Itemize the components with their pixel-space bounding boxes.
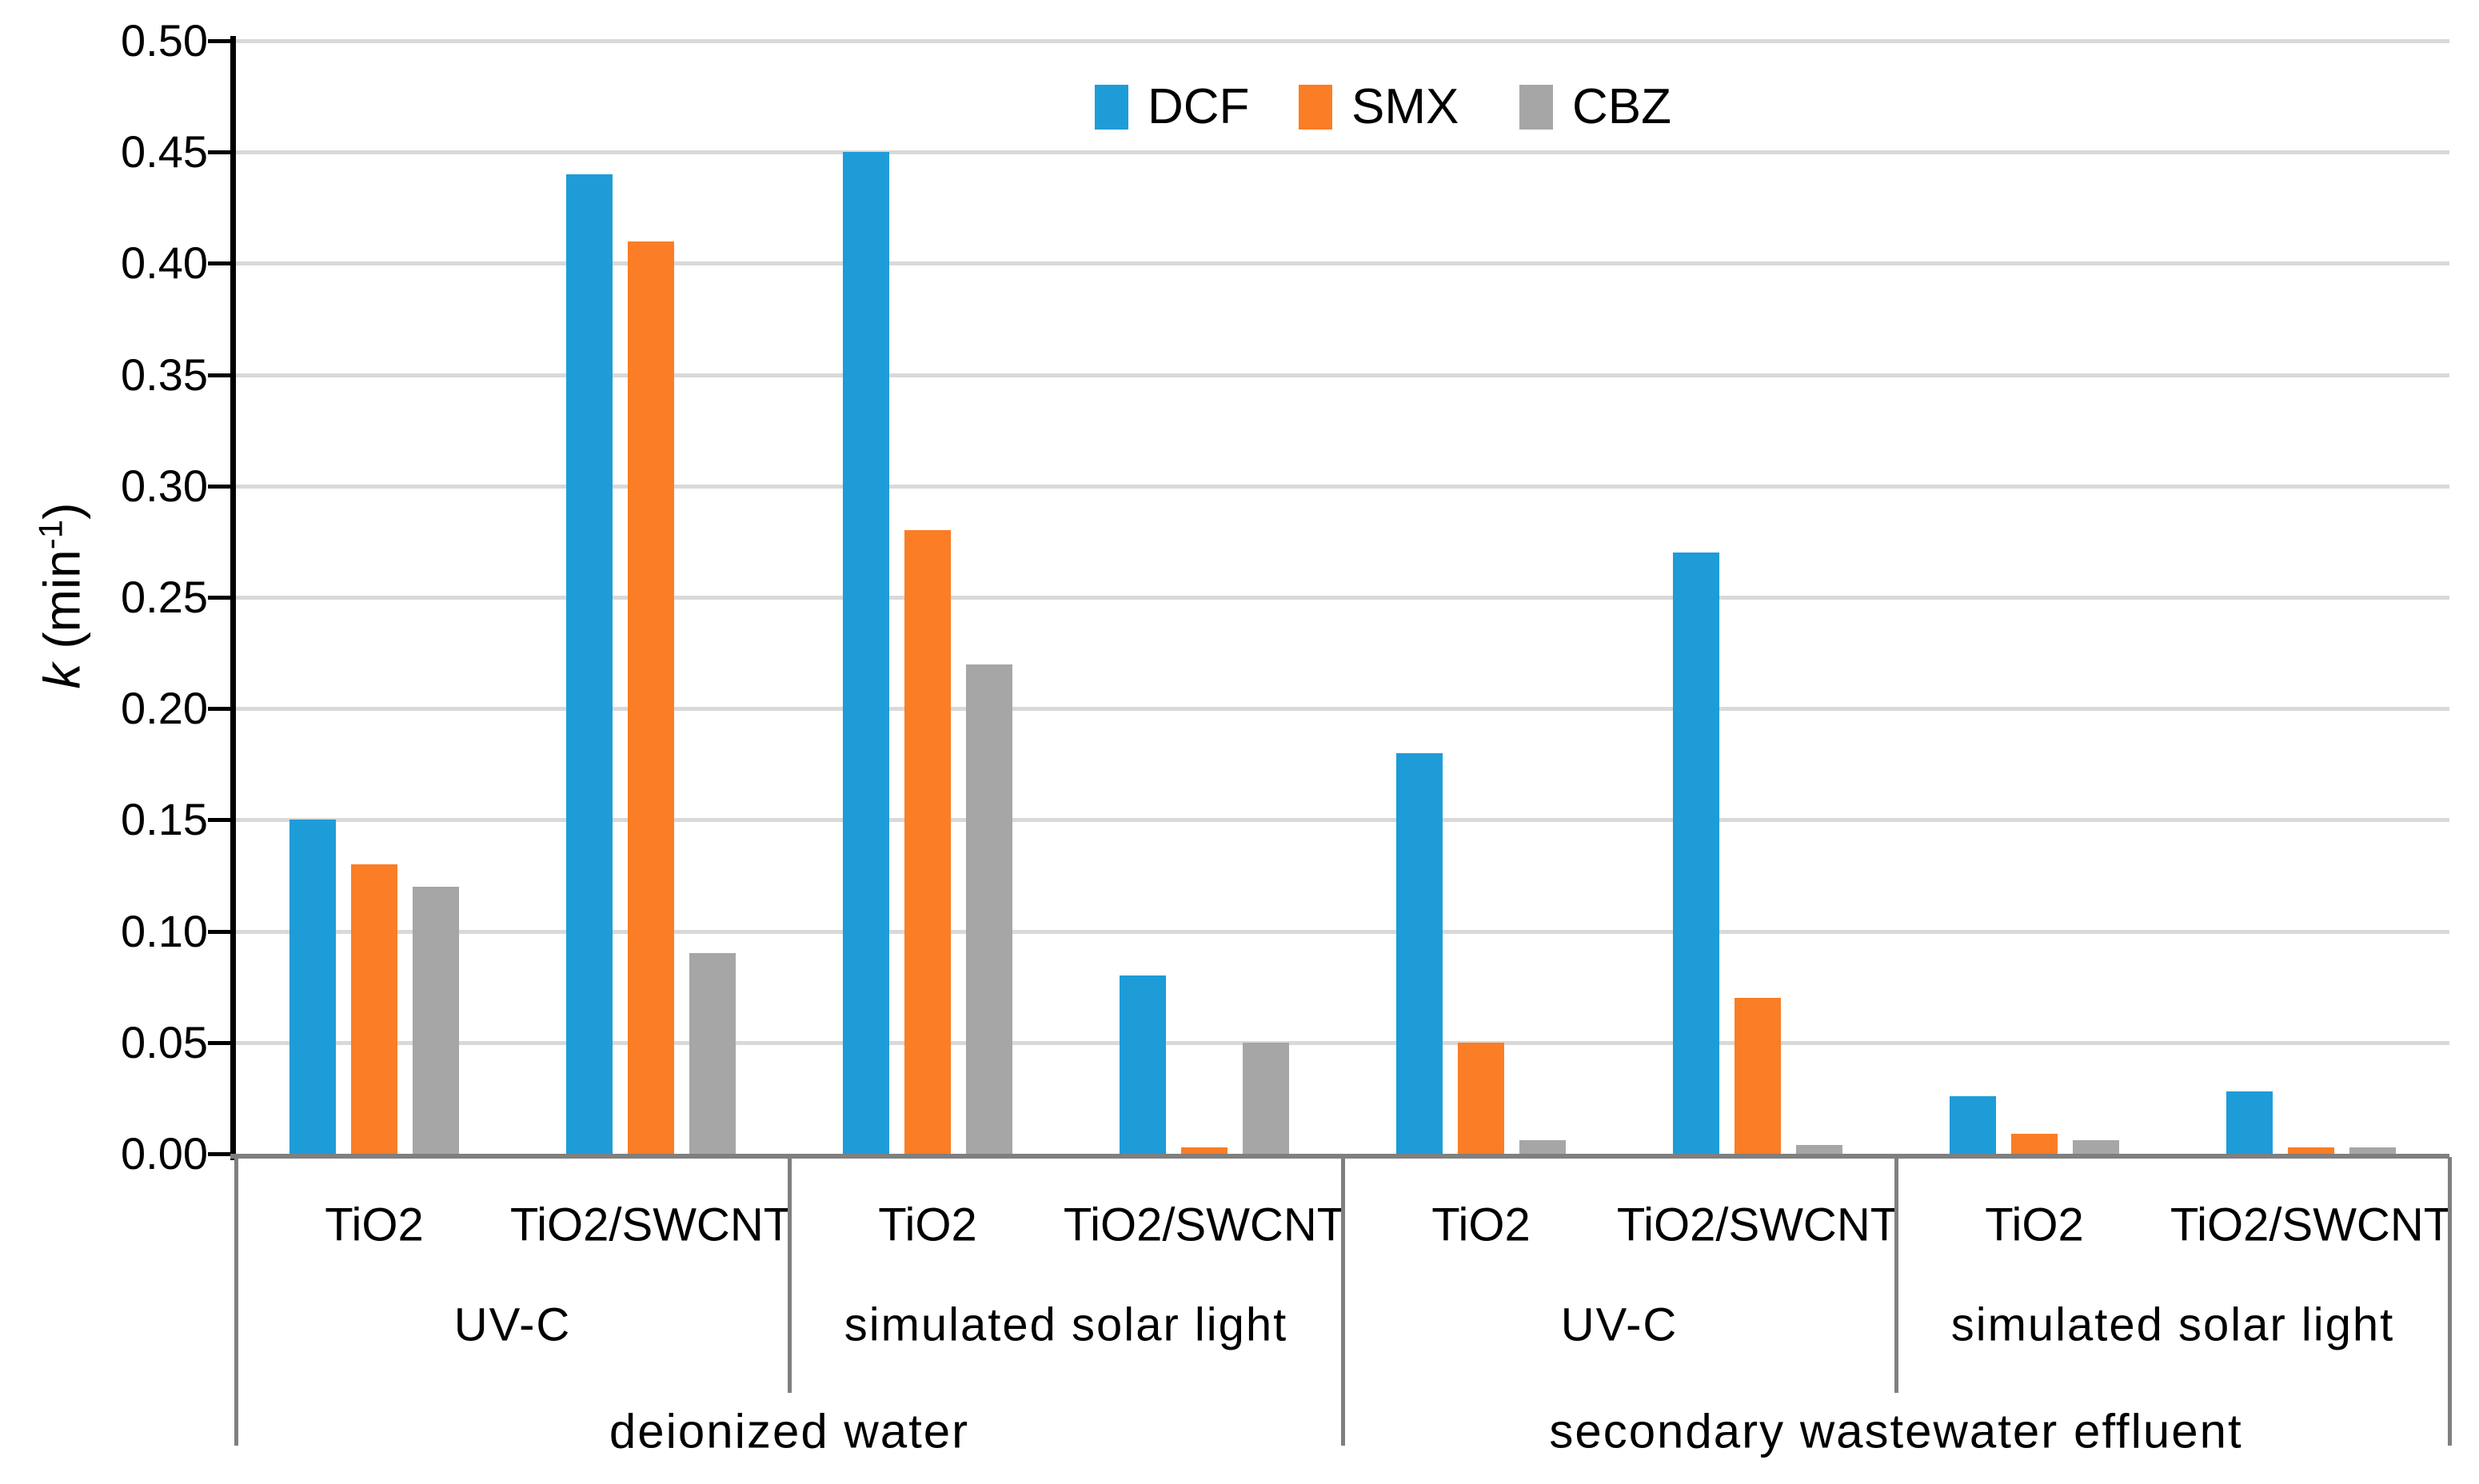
y-axis-tick	[208, 261, 232, 266]
bar-cbz	[2073, 1140, 2119, 1154]
y-axis-tick-label: 0.05	[121, 1016, 208, 1067]
category-label-catalyst: TiO2	[1431, 1199, 1531, 1251]
bar-cbz	[2349, 1147, 2396, 1154]
category-label-catalyst: TiO2/SWCNT	[1063, 1199, 1346, 1251]
gridline	[236, 150, 2449, 155]
category-label-light: simulated solar light	[844, 1298, 1288, 1351]
bar-cbz	[966, 664, 1012, 1154]
y-axis-tick	[208, 707, 232, 712]
axis-separator	[788, 1157, 792, 1393]
y-axis-tick	[208, 150, 232, 155]
gridline	[236, 261, 2449, 266]
bar-dcf	[289, 820, 336, 1154]
legend-label-cbz: CBZ	[1572, 79, 1671, 134]
bar-dcf	[843, 152, 889, 1154]
gridline	[236, 39, 2449, 43]
axis-separator	[2448, 1157, 2452, 1446]
y-axis-tick	[208, 818, 232, 823]
gridline	[236, 484, 2449, 489]
legend-item-cbz: CBZ	[1519, 80, 1671, 134]
category-label-catalyst: TiO2	[1985, 1199, 2084, 1251]
y-axis-tick-label: 0.30	[121, 460, 208, 511]
y-axis-tick-label: 0.00	[121, 1128, 208, 1179]
bar-smx	[904, 530, 951, 1154]
bar-dcf	[2226, 1091, 2273, 1154]
gridline	[236, 373, 2449, 377]
gridline	[236, 596, 2449, 600]
category-label-light: UV-C	[453, 1298, 572, 1351]
gridline	[236, 818, 2449, 823]
bar-smx	[1735, 998, 1781, 1154]
gridline	[236, 1040, 2449, 1045]
legend-swatch-cbz	[1519, 85, 1553, 130]
y-axis-line	[230, 36, 236, 1160]
y-axis-title-superscript: -1	[31, 519, 70, 550]
axis-separator	[234, 1157, 238, 1446]
bar-smx	[351, 864, 397, 1154]
bar-smx	[628, 241, 674, 1154]
category-label-light: simulated solar light	[1950, 1298, 2395, 1351]
y-axis-tick-label: 0.10	[121, 905, 208, 956]
gridline	[236, 707, 2449, 712]
y-axis-tick-label: 0.40	[121, 237, 208, 289]
bar-dcf	[1396, 753, 1443, 1154]
y-axis-tick	[208, 484, 232, 489]
bar-dcf	[1950, 1096, 1996, 1154]
x-axis-line	[230, 1154, 2449, 1159]
bar-dcf	[566, 174, 613, 1154]
bar-smx	[1458, 1043, 1504, 1154]
y-axis-tick	[208, 929, 232, 934]
bar-smx	[2011, 1134, 2058, 1154]
legend-item-smx: SMX	[1299, 80, 1459, 134]
category-label-catalyst: TiO2/SWCNT	[509, 1199, 792, 1251]
y-axis-title-symbol: k	[33, 663, 91, 689]
axis-separator	[1341, 1157, 1345, 1446]
y-axis-tick	[208, 596, 232, 600]
bar-cbz	[1519, 1140, 1566, 1154]
legend-swatch-smx	[1299, 85, 1332, 130]
bar-cbz	[689, 953, 736, 1154]
y-axis-tick-label: 0.20	[121, 683, 208, 734]
category-label-catalyst: TiO2	[325, 1199, 424, 1251]
category-label-water: secondary wastewater effluent	[1549, 1404, 2243, 1458]
y-axis-tick-label: 0.45	[121, 126, 208, 178]
bar-smx	[1181, 1147, 1228, 1154]
y-axis-tick	[208, 373, 232, 377]
y-axis-tick-label: 0.25	[121, 572, 208, 622]
category-label-catalyst: TiO2/SWCNT	[2170, 1199, 2453, 1251]
bar-dcf	[1673, 553, 1719, 1154]
axis-separator	[1894, 1157, 1898, 1393]
y-axis-tick	[208, 1040, 232, 1045]
bar-smx	[2288, 1147, 2334, 1154]
category-label-catalyst: TiO2/SWCNT	[1616, 1199, 1899, 1251]
category-label-water: deionized water	[609, 1404, 970, 1458]
y-axis-tick-label: 0.15	[121, 794, 208, 845]
legend-label-dcf: DCF	[1148, 79, 1250, 134]
legend-swatch-dcf	[1095, 85, 1128, 130]
bar-cbz	[413, 887, 459, 1154]
legend-item-dcf: DCF	[1095, 80, 1249, 134]
category-label-catalyst: TiO2	[878, 1199, 977, 1251]
legend-label-smx: SMX	[1351, 79, 1459, 134]
y-axis-tick-label: 0.35	[121, 349, 208, 400]
gridline	[236, 929, 2449, 934]
category-label-light: UV-C	[1560, 1298, 1679, 1351]
bar-cbz	[1796, 1145, 1842, 1154]
y-axis-tick	[208, 39, 232, 43]
y-axis-tick	[208, 1152, 232, 1156]
bar-dcf	[1120, 975, 1166, 1154]
y-axis-tick-label: 0.50	[121, 15, 208, 66]
bar-cbz	[1243, 1043, 1289, 1154]
